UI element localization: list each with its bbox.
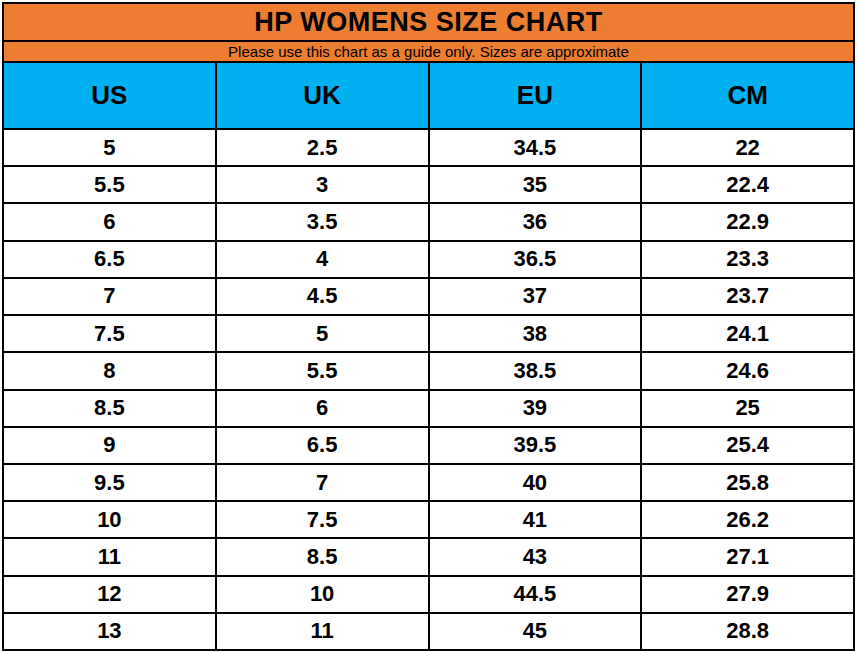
table-cell: 36.5 (430, 242, 643, 277)
column-header-row: US UK EU CM (4, 63, 853, 130)
column-header-uk: UK (217, 63, 430, 128)
table-row: 74.53723.7 (4, 279, 853, 316)
table-cell: 9 (4, 428, 217, 463)
column-header-eu: EU (430, 63, 643, 128)
table-row: 121044.527.9 (4, 577, 853, 614)
table-row: 5.533522.4 (4, 167, 853, 204)
table-row: 8.563925 (4, 391, 853, 428)
table-cell: 6 (217, 391, 430, 426)
table-cell: 4 (217, 242, 430, 277)
table-cell: 22.9 (642, 204, 853, 239)
table-cell: 35 (430, 167, 643, 202)
table-cell: 36 (430, 204, 643, 239)
table-row: 63.53622.9 (4, 204, 853, 241)
table-cell: 10 (4, 502, 217, 537)
table-cell: 25 (642, 391, 853, 426)
table-cell: 4.5 (217, 279, 430, 314)
table-cell: 5 (4, 130, 217, 165)
table-cell: 7 (217, 465, 430, 500)
table-cell: 7 (4, 279, 217, 314)
table-cell: 44.5 (430, 577, 643, 612)
table-row: 7.553824.1 (4, 316, 853, 353)
table-cell: 40 (430, 465, 643, 500)
table-cell: 7.5 (4, 316, 217, 351)
chart-title-row: HP WOMENS SIZE CHART (4, 4, 853, 42)
table-cell: 39 (430, 391, 643, 426)
table-cell: 25.8 (642, 465, 853, 500)
table-cell: 5 (217, 316, 430, 351)
table-cell: 8.5 (4, 391, 217, 426)
table-cell: 38.5 (430, 353, 643, 388)
table-cell: 27.9 (642, 577, 853, 612)
table-cell: 28.8 (642, 614, 853, 649)
table-cell: 45 (430, 614, 643, 649)
table-cell: 9.5 (4, 465, 217, 500)
table-row: 118.54327.1 (4, 539, 853, 576)
table-row: 13114528.8 (4, 614, 853, 649)
table-cell: 5.5 (217, 353, 430, 388)
table-cell: 10 (217, 577, 430, 612)
table-cell: 24.6 (642, 353, 853, 388)
table-row: 9.574025.8 (4, 465, 853, 502)
table-row: 96.539.525.4 (4, 428, 853, 465)
table-cell: 41 (430, 502, 643, 537)
table-cell: 6.5 (4, 242, 217, 277)
table-cell: 39.5 (430, 428, 643, 463)
table-cell: 23.3 (642, 242, 853, 277)
table-cell: 3 (217, 167, 430, 202)
table-cell: 43 (430, 539, 643, 574)
table-cell: 37 (430, 279, 643, 314)
table-cell: 11 (4, 539, 217, 574)
table-cell: 6 (4, 204, 217, 239)
table-body: 52.534.5225.533522.463.53622.96.5436.523… (4, 130, 853, 649)
table-cell: 22.4 (642, 167, 853, 202)
column-header-us: US (4, 63, 217, 128)
table-cell: 5.5 (4, 167, 217, 202)
size-chart-table: HP WOMENS SIZE CHART Please use this cha… (2, 2, 855, 651)
table-row: 85.538.524.6 (4, 353, 853, 390)
table-cell: 7.5 (217, 502, 430, 537)
table-cell: 11 (217, 614, 430, 649)
chart-title: HP WOMENS SIZE CHART (254, 7, 603, 38)
table-cell: 12 (4, 577, 217, 612)
table-cell: 23.7 (642, 279, 853, 314)
table-cell: 8 (4, 353, 217, 388)
column-header-cm: CM (642, 63, 853, 128)
table-cell: 25.4 (642, 428, 853, 463)
table-cell: 26.2 (642, 502, 853, 537)
table-row: 52.534.522 (4, 130, 853, 167)
chart-subtitle: Please use this chart as a guide only. S… (228, 43, 629, 60)
table-cell: 3.5 (217, 204, 430, 239)
table-row: 107.54126.2 (4, 502, 853, 539)
table-cell: 38 (430, 316, 643, 351)
table-row: 6.5436.523.3 (4, 242, 853, 279)
table-cell: 34.5 (430, 130, 643, 165)
table-cell: 2.5 (217, 130, 430, 165)
table-cell: 24.1 (642, 316, 853, 351)
chart-subtitle-row: Please use this chart as a guide only. S… (4, 42, 853, 63)
table-cell: 8.5 (217, 539, 430, 574)
table-cell: 6.5 (217, 428, 430, 463)
table-cell: 27.1 (642, 539, 853, 574)
table-cell: 22 (642, 130, 853, 165)
table-cell: 13 (4, 614, 217, 649)
